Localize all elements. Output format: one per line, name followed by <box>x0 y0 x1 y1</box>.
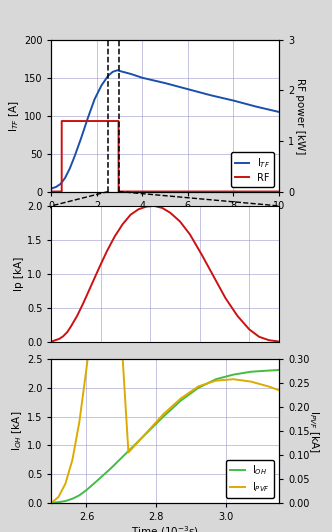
Y-axis label: I$_{TF}$ [A]: I$_{TF}$ [A] <box>7 100 21 131</box>
X-axis label: Time (10$^{-3}$s): Time (10$^{-3}$s) <box>131 525 199 532</box>
Y-axis label: I$_{PVF}$ [kA]: I$_{PVF}$ [kA] <box>307 410 321 452</box>
Y-axis label: Ip [kA]: Ip [kA] <box>14 256 24 291</box>
Legend: I$_{OH}$, I$_{PVF}$: I$_{OH}$, I$_{PVF}$ <box>226 460 274 498</box>
Y-axis label: I$_{OH}$ [kA]: I$_{OH}$ [kA] <box>10 411 24 451</box>
Y-axis label: RF power [kW]: RF power [kW] <box>295 78 305 154</box>
X-axis label: Time (ms): Time (ms) <box>139 213 191 223</box>
Legend: I$_{TF}$, RF: I$_{TF}$, RF <box>231 152 274 187</box>
